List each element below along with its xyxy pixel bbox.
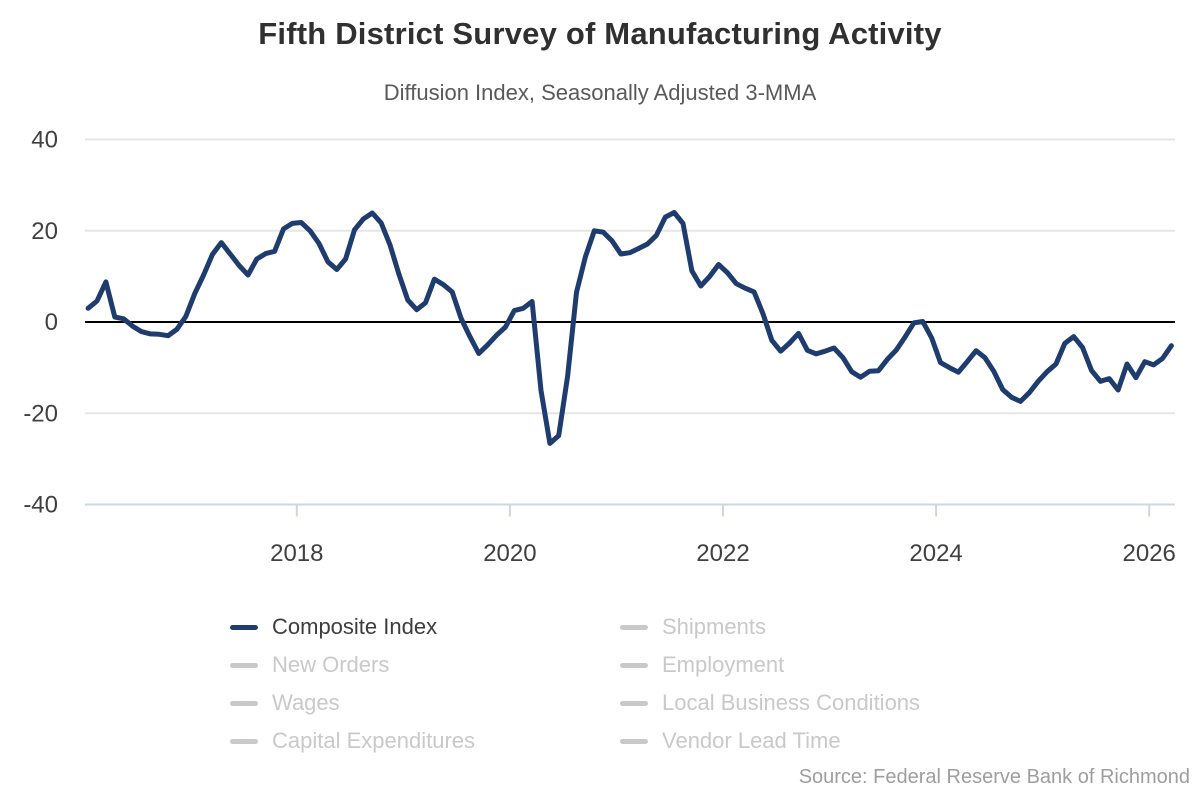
legend-label-capital-expenditures: Capital Expenditures <box>272 728 476 753</box>
y-tick-label: 40 <box>31 127 58 154</box>
chart-title: Fifth District Survey of Manufacturing A… <box>258 16 942 51</box>
legend-swatch-local-business-conditions <box>620 700 648 706</box>
legend-swatch-wages <box>230 700 258 706</box>
legend-label-local-business-conditions: Local Business Conditions <box>662 690 921 715</box>
legend-label-shipments: Shipments <box>662 614 766 639</box>
legend-column-right: Shipments Employment Local Business Condit… <box>620 608 920 760</box>
y-tick-label: 20 <box>31 218 58 245</box>
line-chart: 40 20 0 -20 -40 2018 2020 2022 2024 2026 <box>23 127 1176 568</box>
x-tick-label: 2024 <box>909 540 962 567</box>
legend-swatch-composite-index <box>230 624 258 630</box>
legend-item-vendor-lead-time[interactable]: Vendor Lead Time <box>620 722 920 760</box>
legend-swatch-new-orders <box>230 662 258 668</box>
x-tick-label: 2026 <box>1123 540 1176 567</box>
legend-item-employment[interactable]: Employment <box>620 646 920 684</box>
legend-label-new-orders: New Orders <box>272 652 390 677</box>
legend-swatch-shipments <box>620 624 648 630</box>
legend-label-employment: Employment <box>662 652 785 677</box>
chart-subtitle: Diffusion Index, Seasonally Adjusted 3-M… <box>383 80 817 105</box>
y-tick-label: 0 <box>45 309 58 336</box>
x-tick-label: 2018 <box>270 540 323 567</box>
legend-label-wages: Wages <box>272 690 340 715</box>
x-tick-label: 2022 <box>696 540 749 567</box>
legend-item-capital-expenditures[interactable]: Capital Expenditures <box>230 722 475 760</box>
legend-swatch-employment <box>620 662 648 668</box>
legend-item-shipments[interactable]: Shipments <box>620 608 920 646</box>
legend-label-vendor-lead-time: Vendor Lead Time <box>662 728 841 753</box>
legend-item-composite-index[interactable]: Composite Index <box>230 608 475 646</box>
legend-label-composite-index: Composite Index <box>272 614 438 639</box>
x-tick-label: 2020 <box>483 540 536 567</box>
legend-item-wages[interactable]: Wages <box>230 684 475 722</box>
composite-index-line <box>85 210 1174 446</box>
legend-item-local-business-conditions[interactable]: Local Business Conditions <box>620 684 920 722</box>
y-tick-label: -40 <box>23 492 58 519</box>
legend-column-left: Composite Index New Orders Wages Capital Ex… <box>230 608 475 760</box>
legend-item-new-orders[interactable]: New Orders <box>230 646 475 684</box>
legend-swatch-vendor-lead-time <box>620 738 648 744</box>
y-tick-label: -20 <box>23 400 58 427</box>
source-attribution: Source: Federal Reserve Bank of Richmond <box>798 766 1190 788</box>
legend-swatch-capital-expenditures <box>230 738 258 744</box>
